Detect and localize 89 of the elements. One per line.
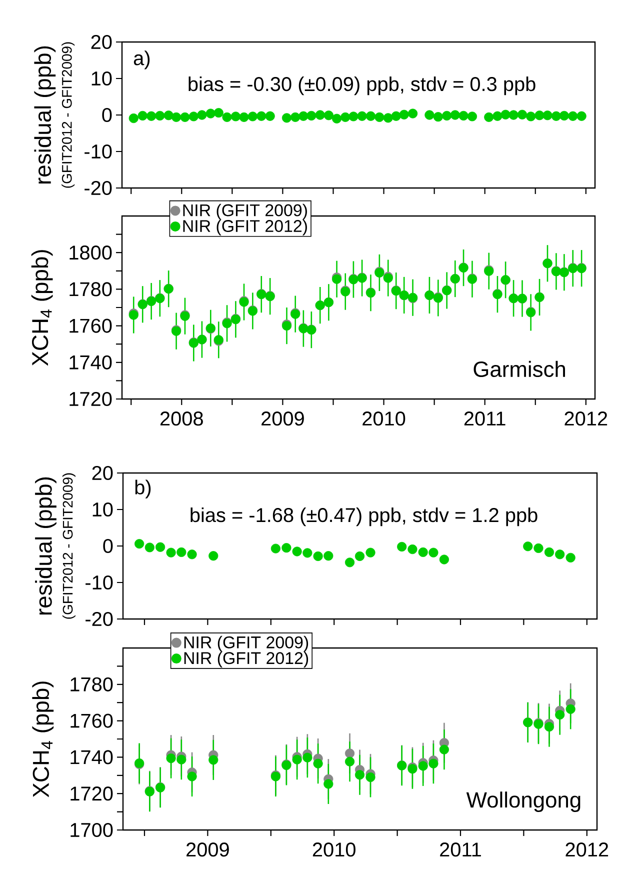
x-tick-label: 2012	[564, 412, 608, 426]
x-tick-label: 2009	[186, 842, 229, 857]
point	[544, 722, 554, 732]
y-tick-label: 1720	[70, 392, 112, 406]
annotation: Wollongong	[466, 792, 580, 812]
point	[544, 547, 554, 557]
legend-label: NIR (GFIT 2012)	[184, 652, 308, 668]
y-tick-label: 1780	[70, 282, 112, 296]
point	[397, 542, 407, 552]
y-axis-title: residual (ppb)	[34, 46, 56, 184]
point	[282, 543, 292, 553]
point	[418, 761, 428, 771]
point	[428, 758, 438, 768]
x-tick-label: 2009	[262, 412, 304, 426]
y-tick-label: 1780	[70, 677, 113, 692]
y-tick-label: 1700	[70, 822, 113, 838]
x-tick-label: 2010	[362, 412, 406, 426]
text: (GFIT2012 - GFIT2009)	[62, 473, 76, 619]
point	[144, 542, 154, 552]
y-tick-label: 0	[103, 538, 113, 554]
y-tick-label: -10	[84, 144, 112, 159]
y-tick-label: 1720	[70, 786, 113, 801]
y-axis-title: XCH$_{4}$ (ppb)	[32, 682, 54, 798]
x-tick-label: 2008	[160, 412, 203, 426]
point	[270, 544, 280, 554]
y-tick-label: 20	[92, 466, 113, 480]
x-tick-label: 2012	[566, 842, 608, 857]
x-tick-label: 2010	[312, 842, 356, 857]
y-axis-title: residual (ppb)	[35, 477, 56, 615]
point	[155, 542, 166, 552]
y-tick-label: 1740	[70, 355, 112, 370]
point	[313, 758, 323, 768]
point	[187, 550, 197, 560]
point	[418, 547, 428, 557]
y-tick-label: 1760	[70, 714, 113, 728]
x-tick-label: 2011	[440, 842, 481, 857]
point	[354, 551, 365, 562]
point	[534, 543, 544, 553]
y-tick-label: 10	[92, 71, 112, 86]
point	[208, 755, 218, 765]
point	[354, 770, 365, 780]
point	[344, 756, 355, 766]
y-tick-label: -20	[84, 180, 112, 196]
point	[166, 548, 176, 558]
y-tick-label: 1740	[70, 750, 113, 764]
x-tick-label: 2011	[464, 412, 506, 426]
y-axis-title: XCH$_{4}$ (ppb)	[31, 250, 53, 366]
annotation: bias = -1.68 (±0.47) ppb, stdv = 1.2 ppb	[190, 508, 538, 526]
point	[166, 753, 176, 764]
y-tick-label: -20	[86, 612, 113, 626]
legend-label: NIR (GFIT 2009)	[184, 636, 308, 652]
annotation: a)	[134, 50, 150, 70]
point	[439, 554, 449, 564]
text: (GFIT2012 - GFIT2009)	[62, 42, 75, 188]
point	[324, 779, 334, 789]
annotation: b)	[135, 480, 151, 498]
point	[313, 551, 323, 562]
point	[344, 748, 355, 758]
point	[187, 772, 197, 782]
point	[324, 551, 334, 561]
y-tick-label: 1800	[70, 246, 112, 260]
point	[176, 547, 186, 557]
point	[523, 542, 533, 552]
point	[344, 558, 355, 568]
annotation: Garmisch	[474, 360, 565, 378]
point	[134, 539, 144, 549]
y-tick-label: 20	[91, 34, 112, 50]
point	[292, 754, 302, 764]
y-tick-label: 10	[92, 502, 113, 517]
point	[555, 710, 565, 720]
point	[208, 551, 218, 561]
point	[555, 550, 565, 560]
point	[366, 548, 376, 558]
point	[428, 548, 438, 558]
y-tick-label: 1760	[70, 318, 112, 333]
point	[566, 552, 576, 562]
point	[176, 754, 186, 764]
point	[302, 548, 312, 558]
point	[566, 704, 576, 714]
point	[302, 752, 312, 762]
point	[292, 546, 302, 556]
point	[439, 744, 449, 754]
annotation: bias = -0.30 (±0.09) ppb, stdv = 0.3 ppb	[188, 76, 536, 96]
y-tick-label: 0	[102, 108, 112, 122]
point	[366, 772, 376, 782]
y-tick-label: -10	[86, 575, 113, 590]
point	[408, 544, 418, 554]
legend-label: NIR (GFIT 2009)	[183, 204, 307, 220]
legend-label: NIR (GFIT 2012)	[183, 220, 307, 236]
